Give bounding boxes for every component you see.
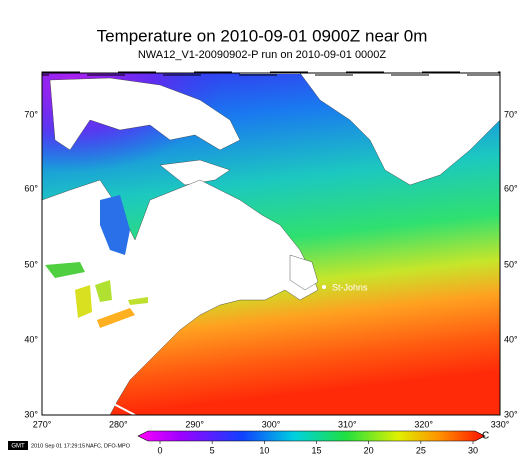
lake-erie — [97, 308, 135, 328]
lake-huron — [95, 280, 112, 302]
timestamp: 2010 Sep 01 17:29:15 — [31, 443, 85, 449]
lon-label: 300° — [262, 419, 281, 429]
colorbar-ticks: 0 5 10 15 20 25 30 — [157, 441, 478, 455]
lat-label: 70° — [24, 109, 38, 119]
greenland — [299, 73, 500, 186]
lat-label: 70° — [504, 109, 518, 119]
colorbar-tick-label: 0 — [157, 445, 162, 455]
lat-label: 30° — [504, 409, 518, 419]
colorbar — [137, 430, 486, 442]
arctic-islands — [49, 77, 241, 151]
colorbar-tick-label: 15 — [311, 445, 321, 455]
lon-label: 320° — [414, 419, 433, 429]
credit: NAFC, DFO-MPO — [86, 443, 131, 449]
map-frame — [41, 72, 501, 416]
lon-label: 280° — [109, 419, 128, 429]
title: Temperature on 2010-09-01 0900Z near 0m — [97, 26, 428, 45]
colorbar-tick-label: 5 — [210, 445, 215, 455]
colorbar-tick-label: 25 — [416, 445, 426, 455]
lat-label: 30° — [24, 409, 38, 419]
colorbar-tick-label: 10 — [259, 445, 269, 455]
lat-label: 40° — [504, 334, 518, 344]
lon-label: 310° — [338, 419, 357, 429]
place-label: St-Johns — [332, 282, 368, 292]
lon-label: 330° — [491, 419, 510, 429]
lake-superior — [45, 262, 85, 278]
city-marker — [322, 285, 326, 289]
lat-label: 40° — [24, 334, 38, 344]
logo: GMT — [11, 444, 25, 450]
lat-label: 50° — [24, 259, 38, 269]
frame-ticks — [41, 71, 501, 76]
lon-label: 290° — [185, 419, 204, 429]
lon-label: 270° — [33, 419, 52, 429]
lake-ontario — [128, 297, 148, 305]
lake-michigan — [75, 285, 92, 318]
subtitle: NWA12_V1-20090902-P run on 2010-09-01 00… — [138, 49, 387, 61]
track — [109, 401, 136, 415]
colorbar-unit: C — [482, 431, 489, 442]
colorbar-tick-label: 30 — [468, 445, 478, 455]
island — [159, 159, 231, 186]
graticule-labels: 70° 70°60° 60°50° 50°40° 40°30° 30°270° 280° 29… — [24, 109, 518, 429]
james-bay — [100, 195, 130, 255]
colorbar-tick-label: 20 — [364, 445, 374, 455]
map — [42, 73, 500, 415]
newfoundland — [289, 254, 319, 291]
lat-label: 50° — [504, 259, 518, 269]
logo-box — [8, 441, 28, 450]
lat-label: 60° — [504, 183, 518, 193]
lat-label: 60° — [24, 183, 38, 193]
